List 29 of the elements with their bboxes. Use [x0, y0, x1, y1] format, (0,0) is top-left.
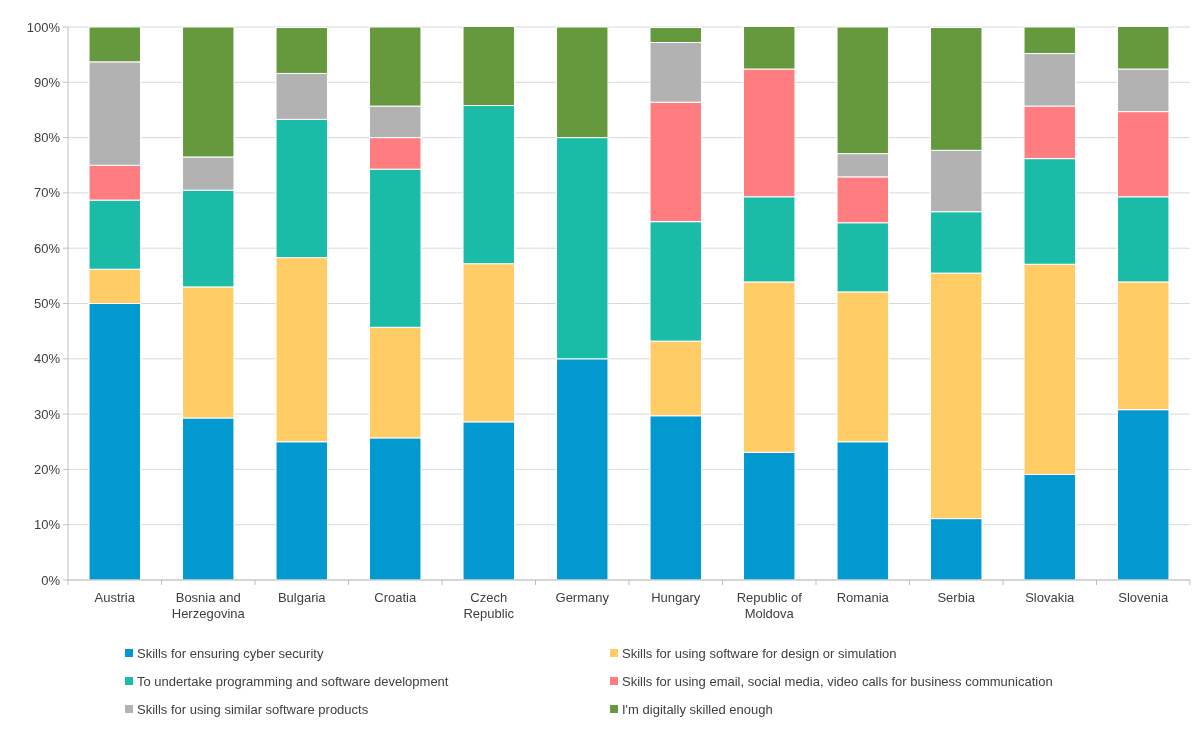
y-tick-label: 20%	[33, 461, 61, 477]
x-tick-label: Slovenia	[1118, 590, 1169, 605]
x-tick-label: Republic of Moldova	[736, 590, 803, 621]
x-tick-label: Czech Republic	[463, 590, 515, 621]
legend-label: Skills for using email, social media, video calls for business communication	[622, 673, 1053, 689]
y-tick-label: 40%	[33, 351, 61, 367]
y-tick-label: 60%	[33, 240, 61, 256]
legend-label: Skills for using software for design or simulation	[622, 645, 897, 661]
legend-label: I'm digitally skilled enough	[622, 701, 773, 717]
x-tick-label: Hungary	[651, 590, 701, 605]
x-tick-label: Bosnia and Herzegovina	[171, 590, 246, 621]
y-tick-label: 80%	[33, 130, 61, 146]
y-tick-label: 10%	[33, 517, 61, 533]
y-tick-label: 0%	[41, 572, 61, 588]
x-tick-label: Austria	[94, 590, 136, 605]
y-tick-label: 30%	[33, 406, 61, 422]
y-tick-label: 100%	[26, 19, 61, 35]
legend-label: Skills for using similar software products	[137, 701, 369, 717]
legend-label: To undertake programming and software development	[137, 673, 449, 689]
x-tick-label: Slovakia	[1025, 590, 1076, 605]
x-tick-label: Serbia	[937, 590, 976, 605]
y-tick-label: 50%	[33, 296, 61, 312]
legend-label: Skills for ensuring cyber security	[137, 645, 324, 661]
x-tick-label: Croatia	[374, 590, 417, 605]
y-tick-label: 70%	[33, 185, 61, 201]
x-tick-label: Germany	[555, 590, 610, 605]
x-tick-label: Bulgaria	[277, 590, 327, 605]
y-tick-label: 90%	[33, 74, 61, 90]
x-tick-label: Romania	[836, 590, 890, 605]
